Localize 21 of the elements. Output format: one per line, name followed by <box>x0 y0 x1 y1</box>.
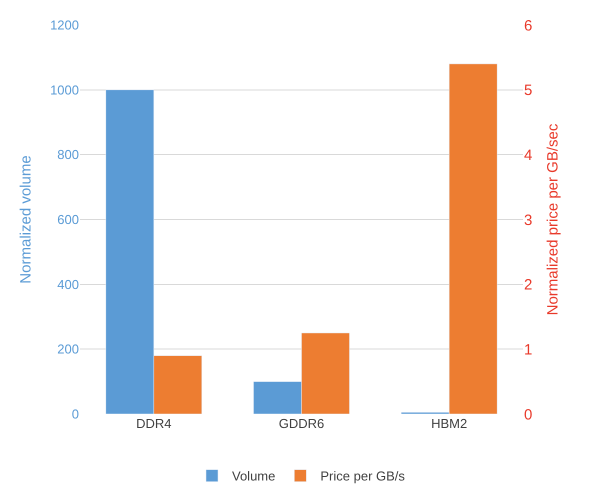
y-tick-label: 400 <box>57 276 79 292</box>
y-tick-label: 200 <box>57 342 79 357</box>
y2-tick-label: 0 <box>524 406 532 424</box>
legend-label: Price per GB/s <box>320 468 406 484</box>
y-tick-label: 1000 <box>50 82 79 98</box>
y-tick-label: 600 <box>57 212 79 228</box>
y-axis-title: Normalized volume <box>17 155 34 284</box>
y2-tick-label: 5 <box>524 82 532 100</box>
y-tick-label: 800 <box>57 147 79 162</box>
y-tick-label: 1200 <box>50 18 79 33</box>
legend-label: Volume <box>232 468 276 484</box>
x-tick-label: HBM2 <box>431 416 468 431</box>
y2-axis-title: Normalized price per GB/sec <box>544 123 562 316</box>
y-tick-label: 0 <box>72 406 79 422</box>
y2-tick-label: 6 <box>524 17 532 34</box>
y2-tick-label: 3 <box>524 212 532 229</box>
x-tick-label: GDDR6 <box>278 416 324 431</box>
y2-tick-label: 2 <box>524 276 532 294</box>
y2-tick-label: 1 <box>524 341 532 358</box>
x-tick-label: DDR4 <box>136 416 172 431</box>
y2-tick-label: 4 <box>524 146 532 164</box>
